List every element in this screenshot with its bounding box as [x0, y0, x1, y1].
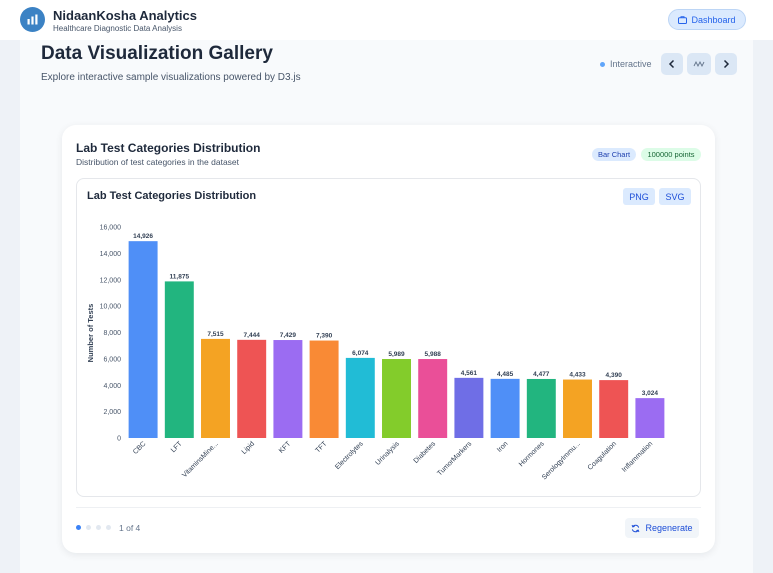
- data-label: 14,926: [133, 233, 153, 240]
- x-tick-label: TFT: [314, 440, 329, 455]
- bar[interactable]: [273, 340, 303, 438]
- data-label: 4,561: [461, 370, 478, 377]
- bar[interactable]: [382, 359, 411, 438]
- y-axis-title: Number of Tests: [86, 304, 95, 363]
- x-tick-label: Iron: [496, 440, 510, 454]
- regenerate-label: Regenerate: [645, 523, 693, 533]
- toggle-view-button[interactable]: [687, 53, 711, 75]
- bar[interactable]: [164, 281, 194, 438]
- data-label: 3,024: [642, 390, 659, 397]
- data-label: 5,988: [425, 351, 442, 358]
- interactive-label: Interactive: [610, 59, 652, 69]
- data-label: 4,433: [569, 372, 586, 379]
- app-title: NidaanKosha Analytics: [53, 8, 198, 23]
- chevron-left-icon: [668, 59, 675, 69]
- x-tick-label: VitaminsMine...: [181, 440, 220, 479]
- card-title: Lab Test Categories Distribution: [76, 141, 261, 155]
- page-dot[interactable]: [96, 525, 101, 530]
- data-label: 7,429: [280, 332, 297, 339]
- bar[interactable]: [635, 398, 665, 438]
- y-tick-label: 8,000: [103, 330, 121, 337]
- value-labels: 14,926 11,875 7,515 7,444 7,429 7,390 6,074 5,9…: [133, 233, 658, 397]
- data-label: 7,390: [316, 333, 333, 340]
- next-button[interactable]: [715, 53, 737, 75]
- bar-chart-icon: [27, 14, 38, 25]
- bar[interactable]: [309, 340, 339, 438]
- bar[interactable]: [418, 359, 448, 438]
- bar[interactable]: [563, 379, 592, 438]
- dashboard-button[interactable]: Dashboard: [668, 9, 746, 30]
- data-label: 11,875: [170, 273, 190, 280]
- y-tick-label: 2,000: [103, 409, 121, 416]
- prev-button[interactable]: [661, 53, 683, 75]
- briefcase-icon: [678, 15, 688, 24]
- chevron-right-icon: [723, 59, 730, 69]
- page-subtitle: Explore interactive sample visualization…: [41, 72, 301, 83]
- data-label: 4,485: [497, 371, 514, 378]
- x-tick-label: Urinalysis: [375, 440, 402, 467]
- x-tick-label: SerologyImmu...: [541, 440, 582, 481]
- page-dot[interactable]: [76, 525, 81, 530]
- top-bar: [0, 0, 773, 40]
- y-tick-label: 12,000: [100, 277, 122, 284]
- bar[interactable]: [345, 357, 375, 438]
- chart-title: Lab Test Categories Distribution: [87, 190, 257, 202]
- interactive-indicator: Interactive: [600, 59, 652, 69]
- bar[interactable]: [454, 377, 484, 438]
- y-axis: 0 2,000 4,000 6,000 8,000 10,000 12,000 14,000 1…: [100, 225, 122, 443]
- bar[interactable]: [128, 241, 158, 438]
- x-tick-label: Coagulation: [587, 440, 618, 471]
- page-title: Data Visualization Gallery: [41, 43, 273, 64]
- points-badge: 100000 points: [641, 148, 701, 161]
- x-tick-label: Hormones: [518, 440, 546, 468]
- x-tick-label: Electrolytes: [334, 440, 365, 471]
- export-png-button[interactable]: PNG: [623, 188, 655, 205]
- x-tick-label: Diabetes: [413, 440, 438, 465]
- data-label: 6,074: [352, 350, 369, 357]
- x-tick-label: KFT: [278, 440, 293, 455]
- bar[interactable]: [201, 338, 230, 438]
- x-tick-label: TumorMarkers: [436, 440, 473, 477]
- chart-type-badge: Bar Chart: [592, 148, 636, 161]
- card-divider: [76, 507, 701, 508]
- x-tick-label: CBC: [132, 440, 147, 455]
- data-label: 5,989: [388, 351, 405, 358]
- app-logo: [20, 7, 45, 32]
- card-subtitle: Distribution of test categories in the d…: [76, 157, 240, 167]
- app-subtitle: Healthcare Diagnostic Data Analysis: [53, 24, 182, 33]
- regenerate-button[interactable]: Regenerate: [625, 518, 699, 538]
- export-svg-button[interactable]: SVG: [659, 188, 691, 205]
- y-tick-label: 16,000: [100, 225, 122, 232]
- bar[interactable]: [490, 378, 520, 438]
- bar[interactable]: [526, 378, 556, 438]
- y-tick-label: 0: [117, 436, 121, 443]
- waveform-icon: [693, 60, 705, 68]
- data-label: 7,444: [244, 332, 261, 339]
- data-label: 4,477: [533, 371, 550, 378]
- page-dot[interactable]: [86, 525, 91, 530]
- page-dot[interactable]: [106, 525, 111, 530]
- data-label: 7,515: [207, 331, 224, 338]
- data-label: 4,390: [606, 372, 623, 379]
- page-count: 1 of 4: [119, 523, 141, 533]
- y-tick-label: 14,000: [100, 251, 122, 258]
- live-dot-icon: [600, 61, 605, 67]
- bar[interactable]: [237, 339, 267, 438]
- x-tick-label: Lipid: [241, 440, 256, 455]
- y-tick-label: 4,000: [103, 383, 121, 390]
- bar[interactable]: [599, 380, 629, 438]
- bars: [128, 241, 665, 438]
- y-tick-label: 6,000: [103, 356, 121, 363]
- page-dots: [76, 525, 111, 530]
- dashboard-label: Dashboard: [691, 14, 736, 25]
- refresh-icon: [632, 524, 640, 532]
- x-tick-label: LFT: [170, 440, 184, 454]
- x-tick-label: Inflammation: [621, 440, 654, 473]
- y-tick-label: 10,000: [100, 304, 122, 311]
